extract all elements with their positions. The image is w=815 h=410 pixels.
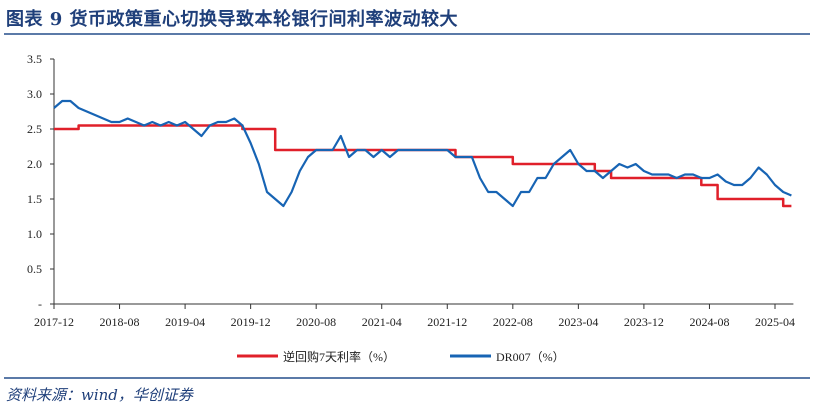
y-tick-label: 2.5 (27, 122, 42, 136)
x-tick-label: 2018-08 (100, 315, 140, 329)
x-tick-label: 2017-12 (34, 315, 74, 329)
figure-title: 图表 9 货币政策重心切换导致本轮银行间利率波动较大 (6, 9, 459, 30)
x-tick-label: 2024-08 (689, 315, 729, 329)
x-tick-label: 2019-04 (165, 315, 205, 329)
x-tick-label: 2021-12 (427, 315, 467, 329)
y-tick-label: 1.0 (27, 227, 42, 241)
y-tick-label: 0.5 (27, 262, 42, 276)
source-note: 资料来源：wind，华创证券 (6, 386, 193, 404)
x-tick-label: 2019-12 (231, 315, 271, 329)
x-tick-label: 2022-08 (493, 315, 533, 329)
y-tick-label: 3.0 (27, 87, 42, 101)
y-tick-label: - (38, 297, 42, 311)
legend-label: 逆回购7天利率（%） (283, 349, 395, 364)
y-tick-label: 1.5 (27, 192, 42, 206)
x-tick-label: 2023-04 (558, 315, 598, 329)
series-line-dr007 (53, 99, 792, 208)
source-rule (4, 377, 810, 379)
x-tick-label: 2025-04 (755, 315, 795, 329)
series-line-reverse-repo (54, 124, 792, 208)
title-rule (4, 33, 810, 35)
x-tick-label: 2020-08 (296, 315, 336, 329)
legend-label: DR007（%） (496, 350, 565, 364)
x-tick-label: 2021-04 (362, 315, 402, 329)
chart: - 0.5 1.0 1.5 2.0 2.5 3.0 3.5 2017-12 2018-08 2019… (27, 52, 795, 364)
x-tick-label: 2023-12 (624, 315, 664, 329)
y-tick-label: 2.0 (27, 157, 42, 171)
y-tick-label: 3.5 (27, 52, 42, 66)
